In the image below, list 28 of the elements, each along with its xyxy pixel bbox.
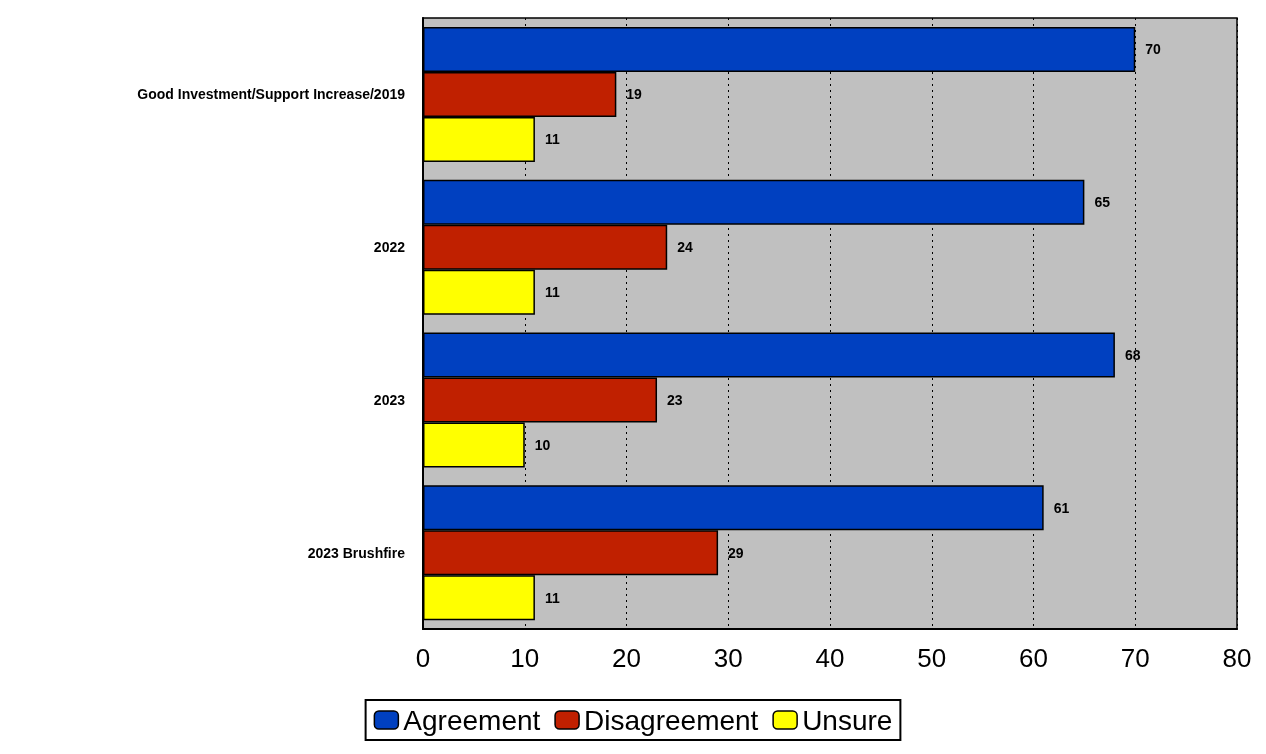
data-label: 11 — [544, 131, 560, 148]
legend-label: Unsure — [802, 704, 893, 736]
data-label: 11 — [544, 284, 560, 301]
data-label: 24 — [677, 239, 693, 256]
data-label: 29 — [728, 544, 744, 561]
data-label: 11 — [544, 589, 560, 606]
data-label: 70 — [1145, 41, 1162, 58]
x-tick-label: 70 — [1120, 643, 1150, 673]
y-tick-label: 2022 — [373, 239, 406, 256]
data-label: 65 — [1094, 194, 1111, 211]
data-label: 10 — [534, 436, 551, 453]
y-tick-label: Good Investment/Support Increase/2019 — [137, 86, 406, 103]
x-tick-label: 0 — [415, 643, 431, 673]
x-tick-label: 60 — [1019, 643, 1048, 673]
x-tick-label: 40 — [815, 643, 845, 673]
y-tick-label: 2023 Brushfire — [307, 544, 406, 561]
x-tick-label: 20 — [612, 643, 641, 673]
x-tick-label: 30 — [713, 643, 743, 673]
data-label: 68 — [1124, 346, 1141, 363]
data-label: 19 — [626, 86, 643, 103]
x-tick-label: 10 — [510, 643, 540, 673]
y-tick-label: 2023 — [373, 391, 406, 408]
legend-label: Disagreement — [584, 704, 759, 736]
x-tick-label: 80 — [1222, 643, 1252, 673]
data-label: 61 — [1053, 499, 1070, 516]
x-tick-label: 50 — [917, 643, 947, 673]
data-label: 23 — [667, 391, 683, 408]
legend-label: Agreement — [403, 704, 541, 736]
